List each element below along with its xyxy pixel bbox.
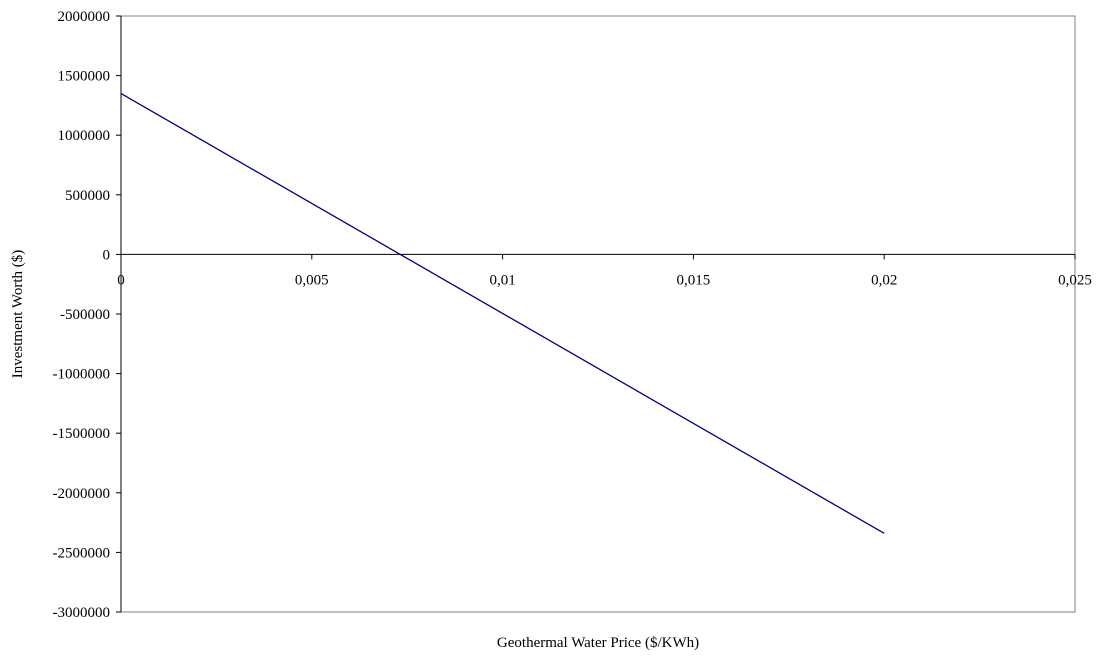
y-tick-label: 500000 bbox=[65, 188, 110, 204]
y-tick-label: -500000 bbox=[60, 307, 110, 323]
x-tick-label: 0,015 bbox=[677, 272, 711, 288]
series-line bbox=[120, 92, 885, 534]
plot-area bbox=[120, 15, 1076, 613]
y-tick-label: -2500000 bbox=[53, 545, 111, 561]
y-tick-label: 2000000 bbox=[58, 9, 111, 25]
y-tick-label: -3000000 bbox=[53, 605, 111, 621]
y-axis: 2000000 1500000 1000000 500000 0 -500000 -1000… bbox=[53, 9, 122, 621]
y-tick-label: 0 bbox=[103, 247, 111, 263]
x-tick-label: 0,025 bbox=[1058, 272, 1092, 288]
y-tick-label: -1500000 bbox=[53, 426, 111, 442]
x-tick-label: 0,02 bbox=[871, 272, 897, 288]
y-tick-label: -2000000 bbox=[53, 486, 111, 502]
y-axis-title: Investment Worth ($) bbox=[10, 250, 26, 379]
y-tick-label: -1000000 bbox=[53, 367, 111, 383]
x-tick-label: 0,005 bbox=[295, 272, 329, 288]
x-axis: 0 0,005 0,01 0,015 0,02 0,025 bbox=[117, 254, 1092, 288]
y-tick-label: 1500000 bbox=[58, 69, 111, 85]
x-axis-title: Geothermal Water Price ($/KWh) bbox=[497, 635, 699, 651]
series-layer bbox=[120, 92, 885, 534]
y-tick-label: 1000000 bbox=[58, 128, 111, 144]
x-tick-label: 0,01 bbox=[489, 272, 515, 288]
x-tick-label: 0 bbox=[117, 272, 125, 288]
